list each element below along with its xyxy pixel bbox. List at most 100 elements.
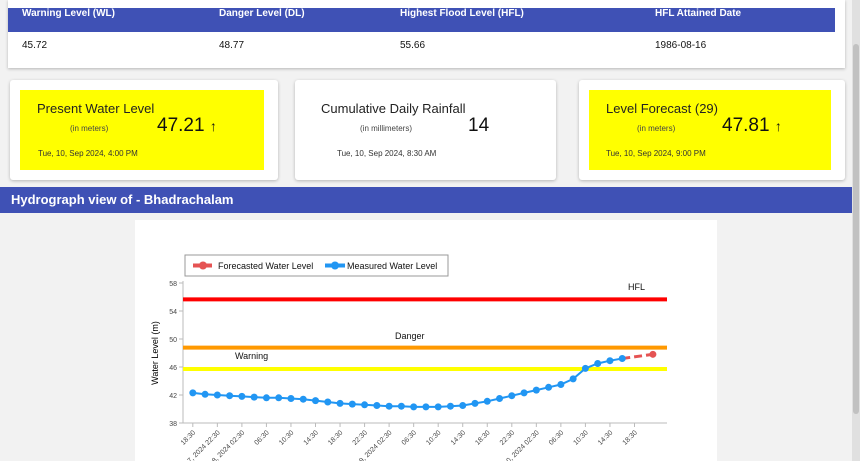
legend-label: Measured Water Level xyxy=(347,261,437,271)
card-value: 14 xyxy=(468,115,490,136)
cell: 55.66 xyxy=(400,40,426,51)
data-point xyxy=(213,391,221,399)
x-tick-label: 14:30 xyxy=(597,429,614,446)
x-tick-label: 18:30 xyxy=(327,429,344,446)
trend: ↑ xyxy=(209,118,217,134)
data-point xyxy=(201,390,209,398)
table-header xyxy=(8,8,835,32)
card-value: 47.81 ↑ xyxy=(722,115,782,137)
data-point xyxy=(238,392,246,400)
card-time: Tue, 10, Sep 2024, 4:00 PM xyxy=(38,149,138,158)
cell: 45.72 xyxy=(22,40,48,51)
data-point xyxy=(496,395,504,402)
data-point xyxy=(397,402,405,410)
value: 47.81 xyxy=(722,115,770,136)
x-tick-label: 06:30 xyxy=(548,429,565,446)
legend-marker xyxy=(331,261,339,270)
series-line xyxy=(622,352,654,361)
x-tick-label: 14:30 xyxy=(450,429,467,446)
y-tick-label: 58 xyxy=(169,281,177,288)
data-point xyxy=(581,364,589,372)
data-point xyxy=(275,394,283,402)
header-cell: Danger Level (DL) xyxy=(219,8,305,19)
data-point xyxy=(434,403,442,411)
data-point xyxy=(373,402,381,409)
card-title: Present Water Level xyxy=(37,101,155,116)
card-body: Cumulative Daily Rainfall (in millimeter… xyxy=(305,90,542,170)
cell: 1986-08-16 xyxy=(655,40,707,51)
card-unit: (in millimeters) xyxy=(360,124,412,133)
data-point xyxy=(594,360,602,367)
x-tick-label: Sep 10, 2024 02:30 xyxy=(493,429,541,461)
threshold-label: HFL xyxy=(628,282,645,292)
data-point xyxy=(324,398,332,406)
card-time: Tue, 10, Sep 2024, 8:30 AM xyxy=(337,149,437,158)
card-body: Present Water Level (in meters) 47.21 ↑ … xyxy=(20,90,264,170)
data-point xyxy=(569,375,577,383)
card-time: Tue, 10, Sep 2024, 9:00 PM xyxy=(606,149,706,158)
x-tick-label: 18:30 xyxy=(474,429,491,446)
x-tick-label: 18:30 xyxy=(180,429,197,446)
x-tick-label: 10:30 xyxy=(278,429,295,446)
data-point xyxy=(189,389,197,397)
card-unit: (in meters) xyxy=(637,124,676,133)
data-point xyxy=(618,355,626,363)
x-tick-label: 06:30 xyxy=(401,429,418,446)
header-cell: Warning Level (WL) xyxy=(22,8,115,19)
x-tick-label: 14:30 xyxy=(303,429,320,446)
card-body: Level Forecast (29) (in meters) 47.81 ↑ … xyxy=(589,90,831,170)
card-unit: (in meters) xyxy=(70,124,109,133)
threshold-label: Warning xyxy=(235,351,268,361)
y-tick-label: 42 xyxy=(169,393,177,400)
y-tick-label: 38 xyxy=(169,421,177,428)
y-tick-label: 46 xyxy=(169,365,177,372)
data-point xyxy=(422,403,430,411)
card-title: Cumulative Daily Rainfall xyxy=(321,101,466,116)
card: Level Forecast (29) (in meters) 47.81 ↑ … xyxy=(579,80,845,180)
data-point xyxy=(446,402,454,410)
data-point xyxy=(483,397,491,405)
data-point xyxy=(410,403,418,411)
data-point xyxy=(459,402,467,409)
legend-label: Forecasted Water Level xyxy=(218,261,313,271)
data-point xyxy=(336,399,344,407)
x-tick-label: 22:30 xyxy=(352,429,369,446)
card-value: 47.21 ↑ xyxy=(157,115,217,137)
legend-marker xyxy=(199,261,207,270)
data-point xyxy=(312,397,320,405)
header-cell: HFL Attained Date xyxy=(655,8,742,19)
data-point xyxy=(226,392,234,400)
scrollbar-thumb[interactable] xyxy=(853,44,859,414)
card-title: Level Forecast (29) xyxy=(606,101,718,116)
data-point xyxy=(545,383,553,391)
series-line xyxy=(192,357,623,408)
data-point xyxy=(557,381,565,388)
data-point xyxy=(508,392,516,400)
y-tick-label: 54 xyxy=(169,309,177,316)
data-point xyxy=(262,394,270,402)
data-point xyxy=(606,357,614,365)
x-tick-label: 10:30 xyxy=(425,429,442,446)
data-point xyxy=(250,393,258,401)
trend: ↑ xyxy=(774,118,782,134)
card: Present Water Level (in meters) 47.21 ↑ … xyxy=(10,80,278,180)
cell: 48.77 xyxy=(219,40,245,51)
x-tick-label: 18:30 xyxy=(622,429,639,446)
data-point xyxy=(299,395,307,403)
data-point xyxy=(532,386,540,394)
legend-box xyxy=(184,254,449,277)
x-tick-label: 22:30 xyxy=(499,429,516,446)
x-tick-label: 06:30 xyxy=(253,429,270,446)
threshold-label: Danger xyxy=(395,331,425,341)
y-axis-label: Water Level (m) xyxy=(150,321,160,385)
data-point xyxy=(287,395,295,402)
data-point xyxy=(385,402,393,410)
data-point xyxy=(471,399,479,407)
card: Cumulative Daily Rainfall (in millimeter… xyxy=(295,80,556,180)
data-point xyxy=(348,400,356,408)
data-point xyxy=(520,389,528,397)
value: 47.21 xyxy=(157,115,205,136)
data-point xyxy=(361,401,369,409)
